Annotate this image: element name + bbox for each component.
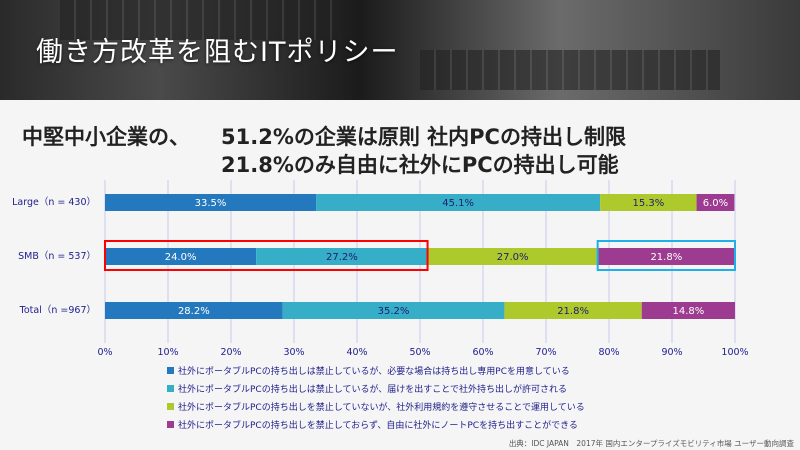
x-tick-label: 80%: [598, 347, 619, 358]
x-tick-label: 90%: [661, 347, 682, 358]
data-label: 21.8%: [650, 252, 682, 263]
highlight-box: [596, 240, 736, 271]
legend-swatch: [167, 421, 174, 428]
bar-segment: [600, 194, 697, 211]
legend-label: 社外にポータブルPCの持ち出しは禁止しているが、届けを出すことで社外持ち出しが許…: [178, 385, 567, 395]
bar-segment: [105, 194, 317, 211]
data-label: 35.2%: [378, 306, 410, 317]
x-tick-label: 10%: [157, 347, 178, 358]
x-tick-label: 100%: [721, 347, 748, 358]
category-label: SMB（n = 537）: [18, 250, 96, 262]
bar-segment: [597, 248, 735, 265]
data-label: 24.0%: [165, 252, 197, 263]
bar-segment: [105, 302, 283, 319]
highlight-box: [104, 240, 429, 271]
bar-segment: [256, 248, 428, 265]
bar-segment: [105, 248, 257, 265]
x-tick-label: 40%: [346, 347, 367, 358]
legend-item: 社外にポータブルPCの持ち出しは禁止しているが、届けを出すことで社外持ち出しが許…: [167, 382, 567, 395]
x-tick-label: 60%: [472, 347, 493, 358]
data-label: 21.8%: [557, 306, 589, 317]
headline-line2: 21.8%のみ自由に社外にPCの持出し可能: [221, 153, 619, 177]
headline-prefix: 中堅中小企業の、: [22, 125, 190, 149]
legend-label: 社外にポータブルPCの持ち出しを禁止しておらず、自由に社外にノートPCを持ち出す…: [178, 421, 578, 431]
legend-swatch: [167, 385, 174, 392]
data-label: 45.1%: [442, 198, 474, 209]
category-label: Total（n =967）: [19, 304, 96, 316]
legend-item: 社外にポータブルPCの持ち出しを禁止していないが、社外利用規約を遵守させることで…: [167, 400, 585, 413]
legend-item: 社外にポータブルPCの持ち出しは禁止しているが、必要な場合は持ち出し専用PCを用…: [167, 364, 570, 377]
bar-segment: [504, 302, 642, 319]
x-tick-label: 30%: [283, 347, 304, 358]
x-tick-label: 0%: [97, 347, 112, 358]
data-label: 33.5%: [195, 198, 227, 209]
header-photo: 働き方改革を阻むITポリシー: [0, 0, 800, 100]
bar-segment: [427, 248, 598, 265]
bar-segment: [316, 194, 601, 211]
x-tick-label: 20%: [220, 347, 241, 358]
legend-item: 社外にポータブルPCの持ち出しを禁止しておらず、自由に社外にノートPCを持ち出す…: [167, 418, 578, 431]
bar-segment: [696, 194, 735, 211]
slide-title: 働き方改革を阻むITポリシー: [36, 37, 399, 68]
bar-segment: [641, 302, 735, 319]
source-note: 出典：IDC JAPAN 2017年 国内エンタープライズモビリティ市場 ユーザ…: [508, 439, 794, 448]
legend-swatch: [167, 367, 174, 374]
legend-swatch: [167, 403, 174, 410]
data-label: 6.0%: [703, 198, 728, 209]
data-label: 28.2%: [178, 306, 210, 317]
data-label: 27.2%: [326, 252, 358, 263]
keyboard-image: [420, 50, 720, 90]
legend-label: 社外にポータブルPCの持ち出しは禁止しているが、必要な場合は持ち出し専用PCを用…: [178, 367, 570, 377]
data-label: 27.0%: [497, 252, 529, 263]
headline-line1: 51.2%の企業は原則 社内PCの持出し制限: [221, 125, 626, 149]
x-tick-label: 50%: [409, 347, 430, 358]
keyboard-image: [60, 0, 340, 40]
legend-label: 社外にポータブルPCの持ち出しを禁止していないが、社外利用規約を遵守させることで…: [178, 403, 585, 413]
category-label: Large（n = 430）: [12, 196, 96, 208]
data-label: 14.8%: [672, 306, 704, 317]
bar-segment: [282, 302, 505, 319]
data-label: 15.3%: [632, 198, 664, 209]
stacked-bar-chart: 0% 10% 20% 30% 40% 50% 60% 70% 80% 90% 100% Large（n…: [12, 180, 749, 358]
x-tick-label: 70%: [535, 347, 556, 358]
